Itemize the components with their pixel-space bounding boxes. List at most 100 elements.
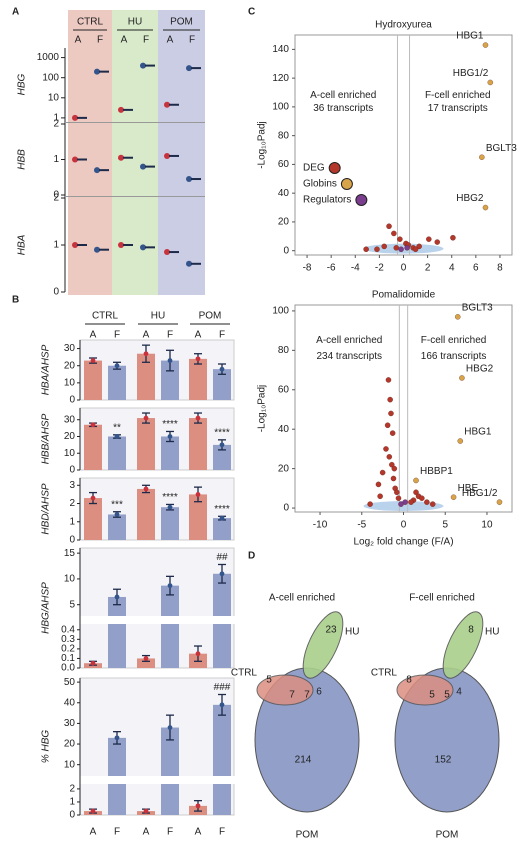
- significance-label: ###: [214, 682, 231, 693]
- point-label: HBG2: [456, 193, 484, 204]
- plot-frame: [294, 304, 513, 513]
- y-tick-label: 20: [278, 463, 290, 474]
- data-point: [479, 154, 485, 160]
- bar: [189, 358, 207, 400]
- data-point: [385, 377, 392, 383]
- bar: [137, 353, 155, 400]
- y-tick-label: 10: [48, 92, 60, 103]
- annotation: F-cell enriched: [425, 90, 491, 101]
- group-label: CTRL: [77, 17, 104, 28]
- annotation: 17 transcripts: [428, 103, 488, 114]
- x-tick-label: -5: [357, 520, 366, 531]
- y-tick-label: 1: [53, 113, 59, 124]
- data-point: [143, 415, 149, 421]
- venn-set: [256, 674, 314, 706]
- category-label: F: [167, 330, 173, 341]
- data-point: [459, 375, 465, 381]
- bar: [161, 727, 179, 815]
- y-axis-label: HBB: [17, 149, 28, 170]
- bar: [189, 418, 207, 470]
- y-tick-label: 3: [69, 480, 75, 491]
- data-point: [167, 434, 173, 439]
- y-tick-label: 1: [53, 240, 59, 251]
- data-point: [72, 156, 78, 163]
- data-point: [186, 65, 192, 72]
- point-label: HBE: [458, 483, 479, 494]
- plot-frame: [294, 34, 513, 256]
- chart-title: Pomalidomide: [372, 290, 436, 301]
- y-tick-label: 1000: [37, 52, 60, 63]
- data-point: [367, 501, 373, 507]
- data-point: [419, 495, 425, 501]
- data-point: [90, 495, 96, 501]
- y-tick-label: 2: [53, 193, 59, 204]
- venn-title: F-cell enriched: [409, 593, 475, 604]
- data-point: [219, 515, 225, 521]
- data-point: [118, 242, 124, 248]
- venn-count: 214: [295, 755, 312, 766]
- data-point: [114, 735, 120, 741]
- y-tick-label: 0: [53, 190, 59, 201]
- category-label: A: [143, 330, 150, 341]
- data-point: [195, 651, 201, 657]
- venn-count: 23: [325, 625, 337, 636]
- point-label: HBG1: [456, 31, 484, 42]
- data-point: [381, 243, 387, 250]
- y-tick-label: 1: [69, 516, 75, 527]
- significance-label: ****: [214, 427, 230, 438]
- data-point: [143, 656, 149, 661]
- y-tick-label: 0: [283, 503, 289, 514]
- y-tick-label: 100: [272, 306, 289, 317]
- data-point: [143, 351, 149, 357]
- x-tick-label: -2: [375, 263, 384, 274]
- data-point: [219, 366, 225, 372]
- x-tick-label: -4: [351, 263, 360, 274]
- data-point: [195, 356, 201, 362]
- x-tick-label: -6: [327, 263, 336, 274]
- y-tick-label: 0.4: [61, 624, 75, 635]
- bar: [161, 360, 179, 400]
- data-point: [114, 512, 120, 517]
- y-tick-label: 15: [64, 548, 76, 559]
- annotation: 166 transcripts: [421, 351, 487, 362]
- data-point: [383, 446, 389, 452]
- legend-label: Regulators: [303, 195, 351, 206]
- data-point: [384, 422, 391, 429]
- point-label: HBG1/2: [453, 68, 489, 79]
- data-point: [118, 154, 124, 161]
- category-label: F: [97, 35, 103, 46]
- data-point: [391, 230, 397, 237]
- x-tick-label: F: [219, 827, 225, 838]
- x-tick-label: 10: [481, 520, 493, 531]
- group-background: [158, 10, 205, 295]
- annotation: 234 transcripts: [316, 351, 382, 362]
- data-point: [164, 249, 170, 256]
- bar: [108, 514, 126, 540]
- significance-label: ****: [162, 492, 178, 503]
- bar: [189, 494, 207, 540]
- category-label: F: [114, 330, 120, 341]
- y-tick-label: 0: [283, 245, 289, 256]
- point-label: HBG1/2: [462, 488, 498, 499]
- venn-set-label: HU: [345, 627, 359, 638]
- bar: [108, 596, 126, 668]
- axis-break: [76, 776, 236, 784]
- category-label: F: [189, 35, 195, 46]
- x-tick-label: 8: [497, 263, 503, 274]
- y-tick-label: 0: [69, 465, 75, 476]
- bar: [137, 488, 155, 540]
- annotation: A-cell enriched: [316, 335, 382, 346]
- bar: [161, 507, 179, 540]
- x-tick-label: A: [90, 827, 97, 838]
- y-tick-label: 2: [69, 498, 75, 509]
- x-tick-label: 0: [401, 263, 407, 274]
- bar: [108, 365, 126, 400]
- x-tick-label: 0: [401, 520, 407, 531]
- annotation: A-cell enriched: [310, 90, 376, 101]
- data-point: [487, 79, 494, 86]
- data-point: [398, 501, 404, 507]
- x-tick-label: 2: [425, 263, 431, 274]
- annotation: 36 transcripts: [313, 103, 373, 114]
- y-tick-label: 2: [69, 784, 75, 795]
- bar: [84, 498, 102, 540]
